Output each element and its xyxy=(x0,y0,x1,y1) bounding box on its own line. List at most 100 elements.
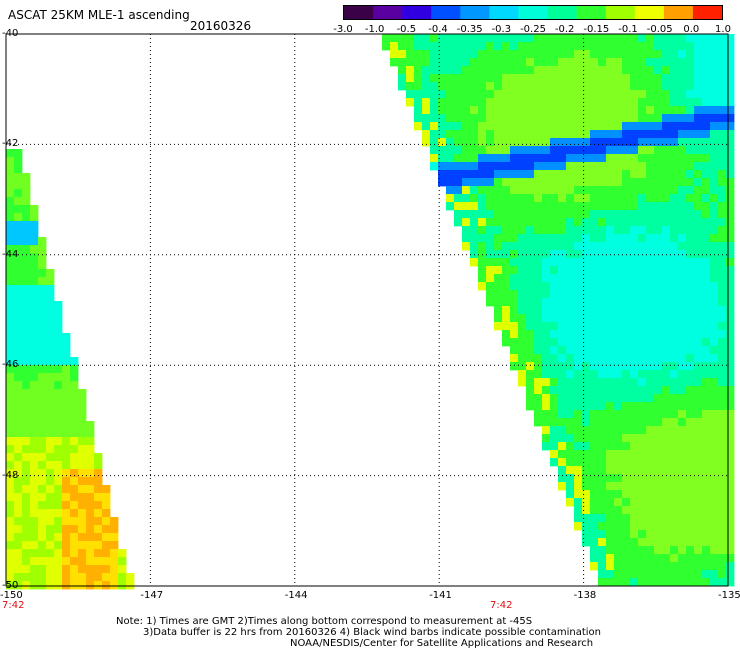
swath-cell xyxy=(638,394,647,403)
swath-cell xyxy=(30,213,39,222)
swath-cell xyxy=(662,50,671,59)
swath-cell xyxy=(70,357,79,366)
swath-cell xyxy=(414,58,423,67)
swath-cell xyxy=(702,34,711,43)
swath-cell xyxy=(558,258,567,267)
swath-cell xyxy=(630,410,639,419)
swath-cell xyxy=(598,570,607,579)
swath-cell xyxy=(630,322,639,331)
swath-cell xyxy=(686,74,695,83)
swath-cell xyxy=(630,522,639,531)
swath-cell xyxy=(86,533,95,542)
swath-cell xyxy=(542,338,551,347)
swath-cell xyxy=(670,194,679,203)
swath-cell xyxy=(686,450,695,459)
swath-cell xyxy=(502,274,511,283)
swath-cell xyxy=(526,74,535,83)
latitude-tick-label: -40 xyxy=(2,28,19,39)
swath-cell xyxy=(62,357,71,366)
colorbar-tick-label: -0.3 xyxy=(491,24,512,35)
swath-cell xyxy=(30,389,39,398)
swath-cell xyxy=(14,485,23,494)
swath-cell xyxy=(46,285,55,294)
swath-cell xyxy=(614,338,623,347)
swath-cell xyxy=(494,290,503,299)
swath-cell xyxy=(574,482,583,491)
swath-cell xyxy=(534,250,543,259)
swath-cell xyxy=(510,290,519,299)
swath-cell xyxy=(558,322,567,331)
swath-cell xyxy=(638,226,647,235)
swath-cell xyxy=(638,98,647,107)
swath-cell xyxy=(694,330,703,339)
swath-cell xyxy=(654,354,663,363)
swath-cell xyxy=(70,581,79,590)
swath-cell xyxy=(638,322,647,331)
swath-cell xyxy=(550,394,559,403)
swath-cell xyxy=(710,138,719,147)
swath-cell xyxy=(678,226,687,235)
swath-cell xyxy=(654,74,663,83)
swath-cell xyxy=(662,362,671,371)
swath-cell xyxy=(702,490,711,499)
swath-cell xyxy=(22,381,31,390)
swath-cell xyxy=(86,573,95,582)
swath-cell xyxy=(46,437,55,446)
swath-cell xyxy=(14,213,23,222)
swath-cell xyxy=(486,42,495,51)
swath-cell xyxy=(654,402,663,411)
swath-cell xyxy=(454,146,463,155)
swath-cell xyxy=(14,221,23,230)
swath-cell xyxy=(38,557,47,566)
swath-cell xyxy=(22,333,31,342)
latitude-tick-label: -44 xyxy=(2,248,19,260)
swath-cell xyxy=(686,258,695,267)
swath-cell xyxy=(438,106,447,115)
swath-cell xyxy=(526,146,535,155)
swath-cell xyxy=(550,106,559,115)
swath-cell xyxy=(726,354,735,363)
colorbar-tick-label: -1.0 xyxy=(364,24,385,35)
swath-cell xyxy=(518,170,527,179)
swath-cell xyxy=(574,66,583,75)
swath-cell xyxy=(686,410,695,419)
swath-cell xyxy=(30,549,39,558)
swath-cell xyxy=(526,210,535,219)
swath-cell xyxy=(510,154,519,163)
swath-cell xyxy=(574,282,583,291)
swath-cell xyxy=(542,282,551,291)
swath-cell xyxy=(598,218,607,227)
swath-cell xyxy=(510,266,519,275)
swath-cell xyxy=(574,474,583,483)
swath-cell xyxy=(622,130,631,139)
swath-cell xyxy=(630,210,639,219)
swath-cell xyxy=(102,557,111,566)
swath-cell xyxy=(606,450,615,459)
swath-cell xyxy=(406,50,415,59)
swath-cell xyxy=(686,226,695,235)
swath-cell xyxy=(710,170,719,179)
swath-cell xyxy=(390,42,399,51)
swath-cell xyxy=(438,74,447,83)
swath-cell xyxy=(62,389,71,398)
swath-cell xyxy=(582,538,591,547)
swath-cell xyxy=(566,90,575,99)
swath-cell xyxy=(654,282,663,291)
swath-cell xyxy=(54,533,63,542)
swath-cell xyxy=(614,466,623,475)
swath-cell xyxy=(574,250,583,259)
swath-cell xyxy=(414,122,423,131)
swath-cell xyxy=(622,66,631,75)
swath-cell xyxy=(22,453,31,462)
swath-cell xyxy=(550,122,559,131)
swath-cell xyxy=(550,82,559,91)
swath-cell xyxy=(14,349,23,358)
swath-cell xyxy=(502,98,511,107)
swath-cell xyxy=(94,453,103,462)
swath-cell xyxy=(726,578,735,587)
swath-cell xyxy=(78,565,87,574)
swath-cell xyxy=(54,325,63,334)
swath-cell xyxy=(598,98,607,107)
note-line-3: NOAA/NESDIS/Center for Satellite Applica… xyxy=(290,638,594,649)
swath-cell xyxy=(14,429,23,438)
